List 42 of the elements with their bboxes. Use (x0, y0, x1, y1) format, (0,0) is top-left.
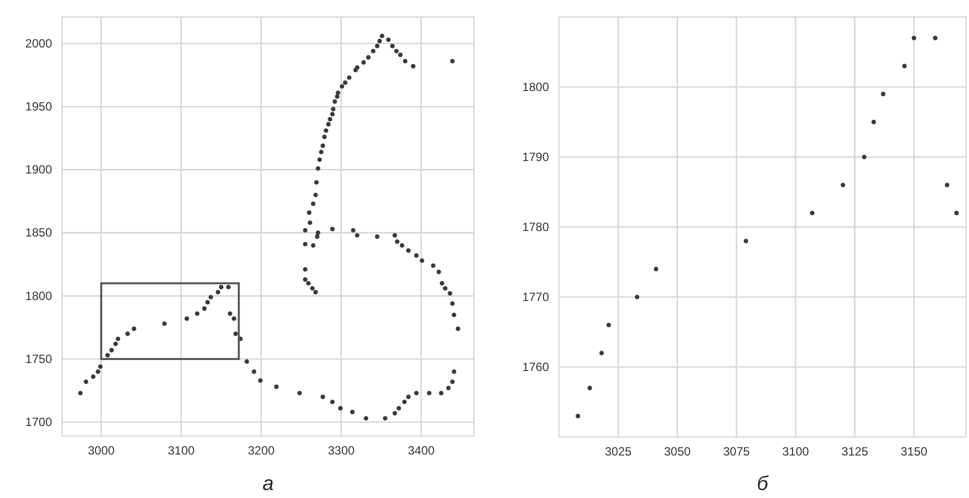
y-tick-label: 2000 (25, 36, 52, 50)
point (880, 92, 886, 96)
point (912, 36, 916, 40)
x-tick-label: 3050 (664, 444, 691, 459)
x-tick-label: 3100 (782, 444, 810, 459)
point (932, 36, 938, 40)
point (606, 322, 611, 328)
point (954, 210, 959, 216)
point (634, 294, 640, 300)
point (588, 386, 592, 390)
point (576, 414, 580, 418)
y-tick-label: 1780 (522, 220, 550, 234)
point (599, 350, 604, 356)
point (654, 266, 658, 272)
point (862, 154, 867, 160)
y-tick-label: 1800 (522, 80, 550, 94)
y-tick-label: 1760 (522, 360, 550, 374)
y-tick-label: 1900 (25, 162, 52, 177)
point (810, 210, 814, 216)
y-tick-label: 1770 (522, 290, 550, 304)
y-tick-label: 1850 (25, 226, 52, 240)
x-tick-label: 3150 (900, 444, 928, 459)
y-tick-label: 1700 (25, 414, 52, 429)
point (871, 120, 876, 124)
x-tick-label: 3000 (88, 444, 115, 458)
x-tick-label: 3125 (841, 444, 868, 459)
point (944, 182, 950, 188)
x-tick-label: 3200 (248, 444, 275, 458)
point (744, 238, 748, 244)
x-tick-label: 3075 (723, 444, 750, 459)
x-tick-label: 3100 (168, 444, 195, 458)
text: а (262, 473, 274, 495)
x-tick-label: 3300 (328, 444, 355, 458)
point (902, 64, 907, 68)
x-tick-label: 3025 (604, 444, 632, 459)
y-tick-label: 1790 (522, 150, 550, 164)
text: б (756, 473, 769, 495)
x-tick-label: 3400 (408, 444, 435, 458)
y-tick-label: 1800 (25, 288, 52, 303)
point (840, 182, 846, 188)
y-tick-label: 1950 (25, 99, 52, 114)
y-tick-label: 1750 (25, 352, 52, 366)
